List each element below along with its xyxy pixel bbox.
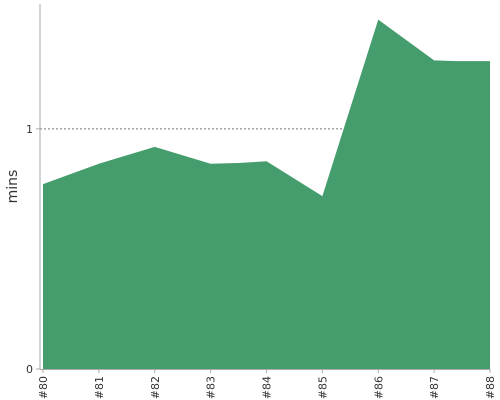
x-tick-label: #81 <box>93 376 106 399</box>
x-tick-label: #83 <box>205 376 218 399</box>
x-tick-label: #82 <box>149 376 162 399</box>
x-tick-label: #88 <box>484 376 497 399</box>
x-tick-label: #87 <box>428 376 441 399</box>
x-tick-layer: #80 #81 #82 #83 #84 #85 #86 #87 #88 <box>37 369 497 399</box>
x-tick-label: #84 <box>261 376 274 399</box>
x-tick-label: #85 <box>316 376 329 399</box>
x-tick-label: #86 <box>372 376 385 399</box>
x-tick-label: #80 <box>37 376 50 399</box>
y-tick-label: 0 <box>26 363 33 376</box>
area-layer <box>43 19 490 370</box>
area-series-0 <box>43 19 490 370</box>
y-tick-layer: 01 <box>26 123 40 376</box>
axis-layer <box>39 4 490 370</box>
y-tick-label: 1 <box>26 123 33 136</box>
y-axis-label: mins <box>5 170 21 204</box>
